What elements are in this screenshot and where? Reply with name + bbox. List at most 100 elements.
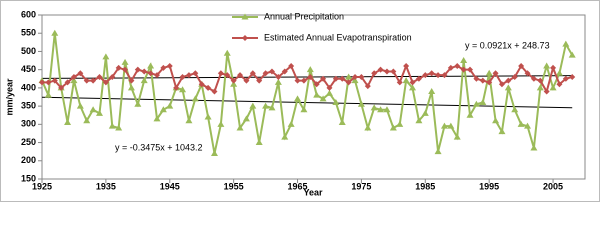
point: [96, 73, 103, 80]
point: [511, 106, 519, 113]
point: [447, 122, 455, 129]
point: [555, 69, 563, 76]
point: [364, 124, 372, 131]
point: [370, 104, 378, 111]
point: [422, 72, 429, 79]
point: [498, 128, 506, 135]
point: [345, 79, 352, 86]
point: [300, 106, 308, 113]
point: [524, 122, 532, 129]
point: [237, 72, 244, 79]
point: [44, 91, 52, 98]
point: [51, 77, 58, 84]
point: [159, 106, 167, 113]
point: [517, 120, 525, 127]
x-tick-label: 1975: [351, 181, 371, 191]
point: [377, 66, 384, 73]
point: [543, 62, 551, 69]
point: [550, 64, 557, 71]
point: [357, 100, 365, 107]
point: [332, 98, 340, 105]
point: [179, 73, 186, 80]
point: [428, 70, 435, 77]
point: [536, 84, 544, 91]
y-tick-label: 550: [21, 28, 36, 38]
point: [236, 124, 244, 131]
point: [147, 70, 154, 77]
x-tick-label: 1925: [32, 181, 52, 191]
point: [440, 122, 448, 129]
point: [64, 79, 71, 86]
point: [268, 104, 276, 111]
point: [281, 133, 289, 140]
point: [204, 113, 212, 120]
point: [102, 53, 110, 60]
point: [326, 84, 333, 91]
y-tick-label: 150: [21, 173, 36, 183]
point: [191, 95, 199, 102]
point: [76, 102, 84, 109]
point: [179, 86, 187, 93]
point: [205, 84, 212, 91]
point: [556, 81, 563, 88]
point: [351, 77, 359, 84]
point: [83, 117, 91, 124]
legend-marker: [241, 13, 249, 20]
point: [313, 81, 320, 88]
point: [409, 79, 416, 86]
point: [415, 75, 422, 82]
point: [83, 77, 90, 84]
point: [530, 144, 538, 151]
x-tick-label: 1935: [96, 181, 116, 191]
x-tick-label: 1995: [479, 181, 499, 191]
point: [403, 63, 410, 70]
point: [89, 106, 97, 113]
point: [141, 68, 148, 75]
x-axis-label: Year: [303, 187, 323, 197]
point: [371, 70, 378, 77]
y-tick-label: 300: [21, 119, 36, 129]
point: [115, 124, 123, 131]
trend-equation: y = 0.0921x + 248.73: [465, 40, 550, 50]
point: [415, 117, 423, 124]
point: [421, 109, 429, 116]
point: [160, 64, 167, 71]
point: [109, 73, 116, 80]
point: [211, 88, 218, 95]
point: [230, 80, 238, 87]
point: [70, 77, 78, 84]
point: [300, 77, 307, 84]
point: [383, 106, 391, 113]
point: [275, 73, 282, 80]
point: [77, 70, 84, 77]
point: [492, 70, 499, 77]
point: [511, 73, 518, 80]
point: [166, 63, 173, 70]
point: [294, 77, 301, 84]
point: [121, 58, 129, 65]
point: [485, 69, 493, 76]
point: [543, 88, 550, 95]
x-tick-label: 1965: [288, 181, 308, 191]
point: [210, 149, 218, 156]
point: [217, 70, 224, 77]
y-tick-label: 250: [21, 137, 36, 147]
point: [58, 84, 65, 91]
point: [402, 77, 410, 84]
point: [473, 75, 480, 82]
point: [325, 89, 333, 96]
y-tick-label: 400: [21, 82, 36, 92]
point: [504, 84, 512, 91]
point: [518, 63, 525, 70]
point: [95, 109, 103, 116]
point: [198, 81, 205, 88]
x-tick-label: 1985: [415, 181, 435, 191]
point: [70, 73, 77, 80]
point: [562, 75, 569, 82]
point: [288, 63, 295, 70]
point: [486, 79, 493, 86]
point: [320, 75, 327, 82]
point: [345, 73, 353, 80]
point: [134, 100, 142, 107]
legend-label: Annual Precipitation: [264, 11, 344, 21]
